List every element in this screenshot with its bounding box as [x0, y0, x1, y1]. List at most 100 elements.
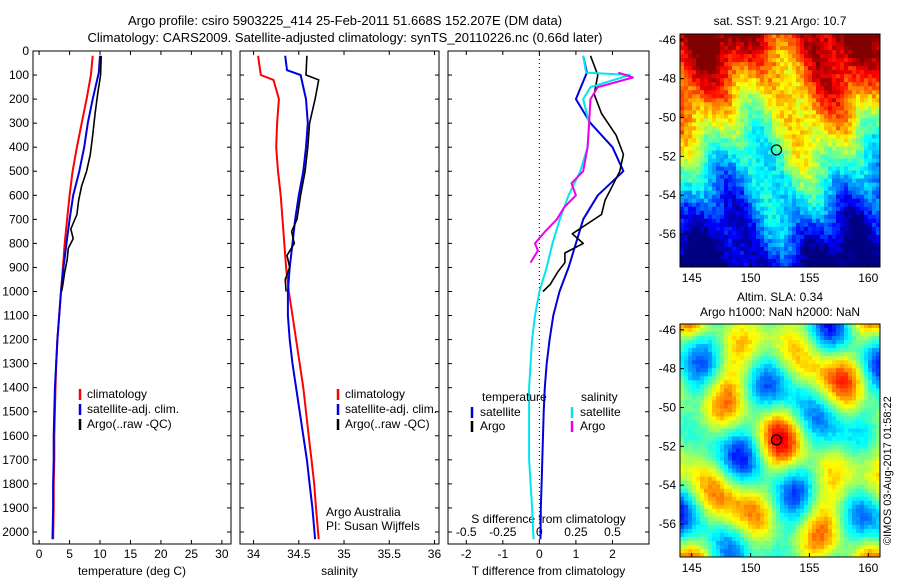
heatmap-cell: [752, 126, 757, 131]
heatmap-cell: [704, 130, 709, 135]
heatmap-cell: [780, 42, 785, 47]
heatmap-cell: [772, 392, 777, 397]
heatmap-cell: [776, 46, 781, 51]
heatmap-cell: [792, 114, 797, 119]
heatmap-cell: [836, 170, 841, 176]
heatmap-cell: [860, 86, 865, 91]
heatmap-cell: [836, 198, 841, 204]
heatmap-cell: [696, 130, 701, 135]
heatmap-cell: [744, 336, 749, 341]
heatmap-cell: [808, 214, 813, 220]
heatmap-cell: [852, 142, 857, 147]
heatmap-cell: [684, 262, 689, 268]
heatmap-cell: [796, 536, 801, 542]
heatmap-cell: [712, 126, 717, 131]
heatmap-cell: [848, 218, 853, 224]
heatmap-cell: [756, 262, 761, 268]
heatmap-cell: [708, 468, 713, 474]
heatmap-cell: [772, 400, 777, 405]
heatmap-cell: [864, 34, 869, 39]
heatmap-cell: [712, 198, 717, 204]
heatmap-cell: [688, 420, 693, 425]
heatmap-cell: [832, 162, 837, 167]
heatmap-cell: [800, 226, 805, 232]
heatmap-cell: [752, 472, 757, 478]
heatmap-cell: [864, 238, 869, 244]
heatmap-cell: [792, 94, 797, 99]
heatmap-cell: [748, 396, 753, 401]
heatmap-cell: [804, 376, 809, 381]
heatmap-cell: [748, 388, 753, 393]
heatmap-cell: [696, 78, 701, 83]
heatmap-cell: [796, 496, 801, 502]
heatmap-cell: [736, 210, 741, 216]
heatmap-cell: [852, 162, 857, 167]
heatmap-cell: [804, 150, 809, 155]
heatmap-cell: [712, 524, 717, 530]
heatmap-cell: [732, 436, 737, 441]
heatmap-cell: [784, 234, 789, 240]
heatmap-cell: [784, 324, 789, 329]
heatmap-cell: [744, 372, 749, 377]
heatmap-cell: [816, 66, 821, 71]
heatmap-cell: [744, 42, 749, 47]
heatmap-cell: [780, 238, 785, 244]
heatmap-cell: [828, 190, 833, 196]
heatmap-cell: [752, 452, 757, 457]
x-tick-label: 1: [573, 547, 580, 561]
heatmap-cell: [756, 190, 761, 196]
heatmap-cell: [776, 238, 781, 244]
heatmap-cell: [712, 432, 717, 437]
heatmap-cell: [696, 166, 701, 171]
heatmap-cell: [684, 416, 689, 421]
heatmap-cell: [840, 42, 845, 47]
heatmap-cell: [784, 360, 789, 365]
heatmap-cell: [708, 234, 713, 240]
heatmap-cell: [716, 78, 721, 83]
heatmap-cell: [768, 496, 773, 502]
heatmap-cell: [760, 74, 765, 79]
heatmap-cell: [796, 456, 801, 461]
heatmap-cell: [768, 420, 773, 425]
heatmap-cell: [712, 496, 717, 502]
heatmap-cell: [788, 214, 793, 220]
heatmap-cell: [728, 78, 733, 83]
heatmap-cell: [820, 66, 825, 71]
heatmap-cell: [788, 110, 793, 115]
heatmap-cell: [856, 86, 861, 91]
heatmap-cell: [704, 452, 709, 457]
heatmap-cell: [768, 82, 773, 87]
heatmap-cell: [760, 170, 765, 176]
heatmap-cell: [780, 78, 785, 83]
heatmap-cell: [748, 536, 753, 542]
heatmap-cell: [704, 150, 709, 155]
heatmap-cell: [864, 202, 869, 208]
heatmap-cell: [856, 90, 861, 95]
heatmap-cell: [768, 70, 773, 75]
heatmap-cell: [772, 396, 777, 401]
heatmap-cell: [824, 70, 829, 75]
heatmap-cell: [704, 138, 709, 143]
heatmap-cell: [816, 246, 821, 252]
heatmap-cell: [684, 536, 689, 542]
heatmap-cell: [740, 548, 745, 554]
heatmap-cell: [800, 194, 805, 200]
heatmap-cell: [736, 78, 741, 83]
heatmap-cell: [716, 110, 721, 115]
heatmap-cell: [776, 150, 781, 155]
heatmap-cell: [716, 142, 721, 147]
heatmap-cell: [680, 380, 685, 385]
heatmap-cell: [680, 412, 685, 417]
heatmap-cell: [796, 336, 801, 341]
heatmap-cell: [820, 238, 825, 244]
heatmap-cell: [732, 70, 737, 75]
heatmap-cell: [796, 440, 801, 445]
heatmap-cell: [784, 178, 789, 184]
heatmap-cell: [740, 376, 745, 381]
heatmap-cell: [684, 126, 689, 131]
heatmap-cell: [756, 254, 761, 260]
heatmap-cell: [696, 484, 701, 490]
heatmap-cell: [804, 214, 809, 220]
heatmap-cell: [868, 82, 873, 87]
heatmap-cell: [756, 544, 761, 550]
